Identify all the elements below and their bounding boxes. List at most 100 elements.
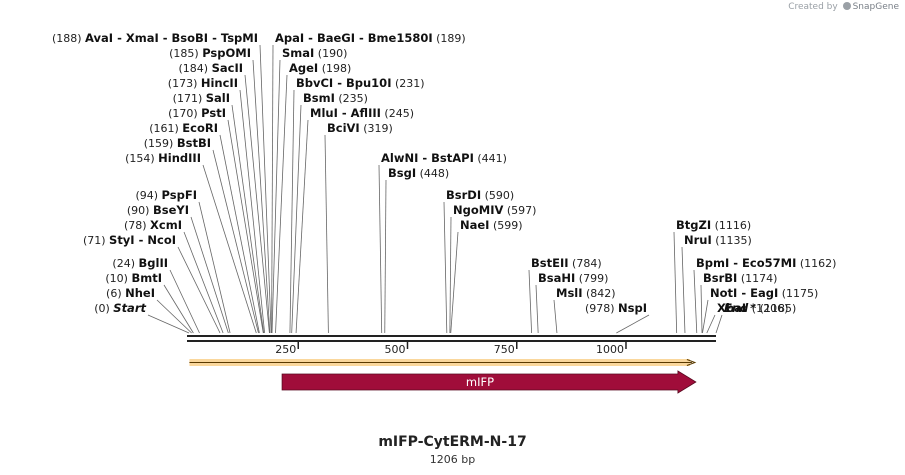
enzyme-name: PspFI [162, 188, 197, 202]
site-nhei[interactable]: (6) NheI [106, 286, 192, 334]
site-bsrbi[interactable]: BsrBI (1174) [700, 271, 777, 334]
site-position: (1174) [737, 272, 777, 285]
site-avai-xmai-bsobi-tspmi[interactable]: (188) AvaI - XmaI - BsoBI - TspMI [52, 31, 272, 334]
site-label: (170) PstI [168, 106, 226, 120]
leader-line [190, 216, 229, 334]
name-separator: - [729, 256, 742, 270]
enzyme-name: BsgI [388, 166, 416, 180]
site-position: (198) [318, 62, 351, 75]
enzyme-name: EagI [750, 286, 778, 300]
enzyme-name: BmtI [131, 271, 162, 285]
site-msli[interactable]: MslI (842) [553, 286, 616, 334]
site-xcmi[interactable]: (78) XcmI [124, 218, 224, 334]
leader-line [528, 269, 532, 334]
site-sacii[interactable]: (184) SacII [179, 61, 270, 334]
site-end[interactable]: End (1206) [715, 301, 788, 334]
site-bmti[interactable]: (10) BmtI [105, 271, 194, 334]
name-separator: - [333, 76, 346, 90]
site-label: (71) StyI - NcoI [83, 233, 176, 247]
site-bsahi[interactable]: BsaHI (799) [535, 271, 608, 334]
site-bcivi[interactable]: BciVI (319) [324, 121, 393, 334]
enzyme-name: Bme1580I [368, 31, 433, 45]
site-bpmi-eco57mi[interactable]: BpmI - Eco57MI (1162) [693, 256, 836, 334]
site-label: NgoMIV (597) [453, 203, 536, 217]
site-ngomiv[interactable]: NgoMIV (597) [449, 203, 537, 334]
leader-line [275, 74, 288, 334]
enzyme-name: NspI [618, 301, 647, 315]
site-nrui[interactable]: NruI (1135) [681, 233, 752, 334]
enzyme-name: MluI [310, 106, 338, 120]
site-label: (185) PspOMI [169, 46, 251, 60]
site-position: (235) [335, 92, 368, 105]
site-pspfi[interactable]: (94) PspFI [135, 188, 231, 334]
site-ecori[interactable]: (161) EcoRI [149, 121, 260, 334]
enzyme-name: SacII [212, 61, 243, 75]
site-position: (319) [360, 122, 393, 135]
credit-prefix: Created by [788, 2, 838, 12]
site-agei[interactable]: AgeI (198) [275, 61, 352, 334]
site-bseyi[interactable]: (90) BseYI [127, 203, 229, 334]
site-bsrdi[interactable]: BsrDI (590) [443, 188, 514, 334]
site-pspomi[interactable]: (185) PspOMI [169, 46, 271, 334]
site-label: AgeI (198) [289, 61, 351, 75]
leader-line [271, 44, 274, 334]
site-alwni-bstapi[interactable]: AlwNI - BstAPI (441) [378, 151, 507, 334]
cds-arrow-mifp[interactable] [281, 370, 697, 394]
enzyme-name: HindIII [158, 151, 201, 165]
site-bstbi[interactable]: (159) BstBI [144, 136, 259, 334]
site-label: (90) BseYI [127, 203, 189, 217]
enzyme-name: Bpu10I [346, 76, 391, 90]
leader-line [449, 216, 452, 334]
site-label: (10) BmtI [105, 271, 162, 285]
site-label: BsrBI (1174) [703, 271, 777, 285]
tick-label: 250 [275, 343, 296, 356]
site-styi-ncoi[interactable]: (71) StyI - NcoI [83, 233, 221, 334]
site-position: (1116) [711, 219, 751, 232]
site-start[interactable]: (0) Start [94, 301, 190, 334]
site-nspi[interactable]: (978) NspI [585, 301, 650, 334]
site-noti-eagi[interactable]: NotI - EagI (1175) [702, 286, 818, 334]
site-smai[interactable]: SmaI (190) [271, 46, 347, 334]
site-position: (94) [135, 189, 161, 202]
leader-line [291, 104, 302, 334]
enzyme-name: BsrDI [446, 188, 481, 202]
site-position: (154) [125, 152, 158, 165]
name-separator: - [418, 151, 431, 165]
site-bsteii[interactable]: BstEII (784) [528, 256, 602, 334]
site-hindiii[interactable]: (154) HindIII [125, 151, 257, 334]
enzyme-name: BstAPI [431, 151, 474, 165]
site-bsmi[interactable]: BsmI (235) [291, 91, 368, 334]
name-separator: - [737, 286, 750, 300]
name-separator: - [159, 31, 172, 45]
site-position: (799) [575, 272, 608, 285]
name-separator: - [304, 31, 317, 45]
leader-line [212, 149, 259, 334]
site-sali[interactable]: (171) SalI [173, 91, 265, 334]
snapgene-logo-icon [842, 2, 851, 10]
enzyme-name: BsaHI [538, 271, 575, 285]
site-xbai[interactable]: XbaI * (1185) [706, 301, 796, 334]
enzyme-name: BpmI [696, 256, 729, 270]
site-label: BciVI (319) [327, 121, 393, 135]
site-label: MluI - AflIII (245) [310, 106, 414, 120]
leader-line [163, 284, 194, 334]
site-position: (173) [168, 77, 201, 90]
site-hincii[interactable]: (173) HincII [168, 76, 265, 334]
site-label: ApaI - BaeGI - Bme1580I (189) [275, 31, 466, 45]
site-label: BtgZI (1116) [676, 218, 751, 232]
site-label: MslI (842) [556, 286, 616, 300]
site-btgzi[interactable]: BtgZI (1116) [673, 218, 751, 334]
site-naei[interactable]: NaeI (599) [450, 218, 523, 334]
site-bbvci-bpu10i[interactable]: BbvCI - Bpu10I (231) [289, 76, 425, 334]
enzyme-name: BseYI [153, 203, 189, 217]
site-bglii[interactable]: (24) BglII [112, 256, 200, 334]
leader-line [289, 89, 295, 334]
site-apai-baegi-bme1580i[interactable]: ApaI - BaeGI - Bme1580I (189) [271, 31, 466, 334]
site-bsgi[interactable]: BsgI (448) [384, 166, 449, 334]
site-psti[interactable]: (170) PstI [168, 106, 264, 334]
name-separator: - [208, 31, 221, 45]
enzyme-name: PstI [201, 106, 226, 120]
leader-line [271, 59, 281, 334]
enzyme-name: BglII [139, 256, 169, 270]
site-mlui-afliii[interactable]: MluI - AflIII (245) [295, 106, 414, 334]
